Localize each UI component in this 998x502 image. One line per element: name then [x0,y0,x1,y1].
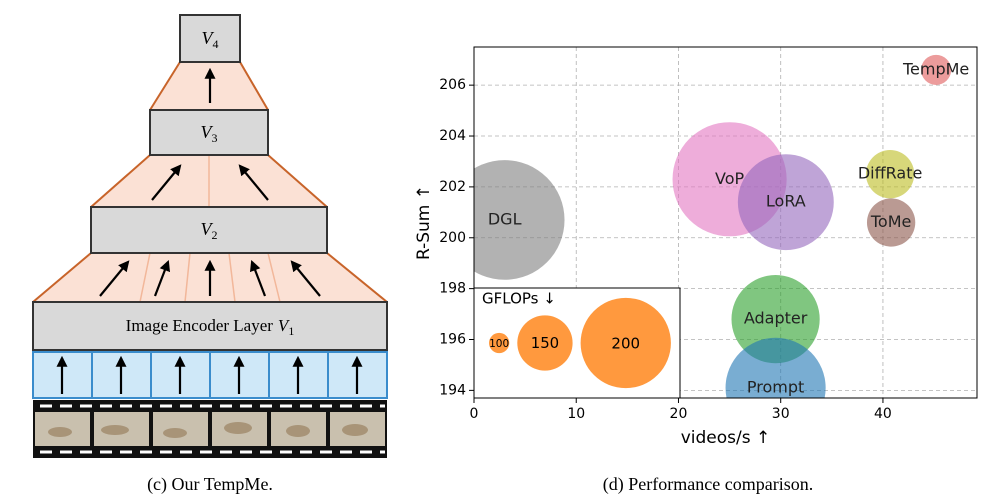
edge [267,154,328,208]
bubble-label: Prompt [747,377,804,396]
arrows [99,67,321,297]
dividers [139,252,281,303]
block-label: V4 [202,28,219,51]
y-tick-label: 198 [439,281,466,297]
legend-title: GFLOPs ↓ [482,290,556,308]
bubble [737,154,834,251]
bubble-label: TempMe [902,59,969,78]
film-strip [33,400,387,458]
diagram: V4 V3 V2 Image Encoder Layer V1 (c) Our T… [32,14,388,495]
block [149,109,269,156]
y-tick-label: 204 [439,128,466,144]
bubble-label: LoRA [766,192,806,211]
edge [239,61,269,111]
x-tick-label: 10 [567,406,585,422]
y-tick-label: 200 [439,230,466,246]
bubble-label: Adapter [744,309,808,328]
block [90,206,328,254]
bubble-label: DiffRate [858,164,922,183]
y-tick-label: 194 [439,382,466,398]
edge [32,252,92,303]
caption: (c) Our TempMe. [147,474,273,495]
edge [149,61,181,111]
plot-frame [473,46,978,399]
chart: 0 10 20 30 40 194 196 198 200 202 204 206 TempMe VoP L… [414,46,978,495]
bubble-label: VoP [715,169,744,188]
x-axis-label: videos/s ↑ [681,428,771,448]
x-tick-label: 40 [874,406,892,422]
bubble-label: DGL [488,209,522,228]
x-tick-label: 0 [470,406,479,422]
legend-bubble [580,297,671,389]
bubble [865,150,915,199]
block [179,14,241,63]
bubble-label: ToMe [870,212,912,231]
frame-tokens [32,351,388,399]
caption: (d) Performance comparison. [603,474,813,495]
encoder-label: Image Encoder Layer V1 [126,316,295,338]
bubble [731,275,820,364]
bubble [921,54,952,85]
bubble [866,198,916,247]
y-axis-label: R-Sum ↑ [414,185,434,260]
bubble [725,337,826,398]
block-label: V3 [201,122,218,145]
legend-bubble [489,332,510,354]
legend-label: 150 [531,334,559,352]
x-tick-label: 20 [670,406,688,422]
legend-label: 200 [611,335,640,353]
bubbles: TempMe VoP LoRA DiffRate ToMe DGL Adapter Promp… [474,54,969,398]
y-tick-label: 196 [439,332,466,348]
edge [326,252,388,303]
x-tick-label: 30 [772,406,790,422]
bubble [474,160,565,280]
block-label: V2 [201,219,218,242]
legend-bubble [517,315,573,371]
encoder-block [32,301,388,351]
edge [90,154,151,208]
y-tick-label: 206 [439,77,466,93]
size-legend: GFLOPs ↓ 100 150 200 [473,287,681,399]
y-tick-label: 202 [439,179,466,195]
legend-label: 100 [489,338,509,350]
